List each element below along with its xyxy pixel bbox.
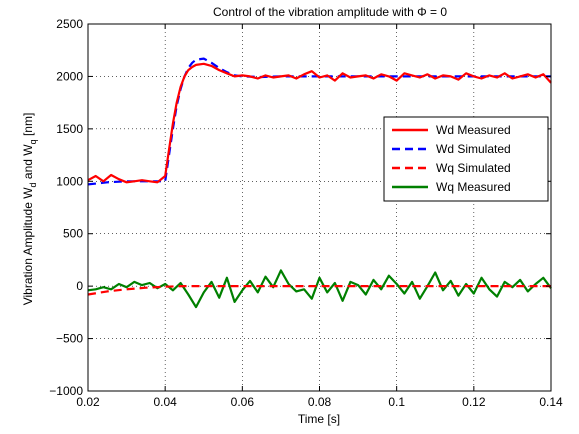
- ticks: [87, 23, 552, 392]
- series-line-wq-measured: [87, 269, 552, 309]
- x-tick-label: 0.12: [462, 395, 486, 409]
- x-tick-label: 0.08: [308, 395, 332, 409]
- x-tick-label: 0.04: [153, 395, 177, 409]
- y-axis-title-prefix: Vibration Amplitude W: [21, 187, 35, 306]
- series-line-wq-simulated: [87, 285, 551, 296]
- y-tick-label: 1500: [56, 122, 83, 136]
- x-axis-title: Time [s]: [298, 412, 340, 426]
- y-tick-label: −500: [56, 332, 83, 346]
- y-tick-label: 0: [76, 279, 83, 293]
- tick-labels: 0.02 0.04 0.06 0.08 0.1 0.12 0.14 −1000 −500 0 500…: [49, 17, 563, 409]
- legend-label: Wd Measured: [436, 123, 511, 137]
- y-tick-label: −1000: [49, 384, 83, 398]
- legend-label: Wd Simulated: [436, 142, 511, 156]
- y-tick-label: 2500: [56, 17, 83, 31]
- x-tick-label: 0.06: [231, 395, 255, 409]
- y-axis-title-suffix: [nm]: [21, 113, 35, 140]
- chart-title: Control of the vibration amplitude with …: [213, 5, 447, 19]
- y-tick-label: 1000: [56, 174, 83, 188]
- y-tick-label: 2000: [56, 69, 83, 83]
- legend-label: Wq Measured: [436, 180, 511, 194]
- x-tick-label: 0.02: [76, 395, 100, 409]
- y-axis-title-sub-d: d: [28, 182, 38, 187]
- x-tick-label: 0.14: [539, 395, 563, 409]
- legend: Wd Measured Wd Simulated Wq Simulated Wq Me…: [383, 116, 549, 202]
- y-axis-title-mid: and W: [21, 144, 35, 183]
- legend-label: Wq Simulated: [436, 161, 511, 175]
- y-tick-label: 500: [63, 227, 83, 241]
- y-axis-title-sub-q: q: [28, 139, 38, 144]
- series-line-wd-measured: [87, 62, 552, 184]
- y-axis-title: Vibration Amplitude Wd and Wq [nm]: [21, 113, 38, 306]
- series-group: [87, 57, 552, 309]
- x-tick-label: 0.1: [388, 395, 405, 409]
